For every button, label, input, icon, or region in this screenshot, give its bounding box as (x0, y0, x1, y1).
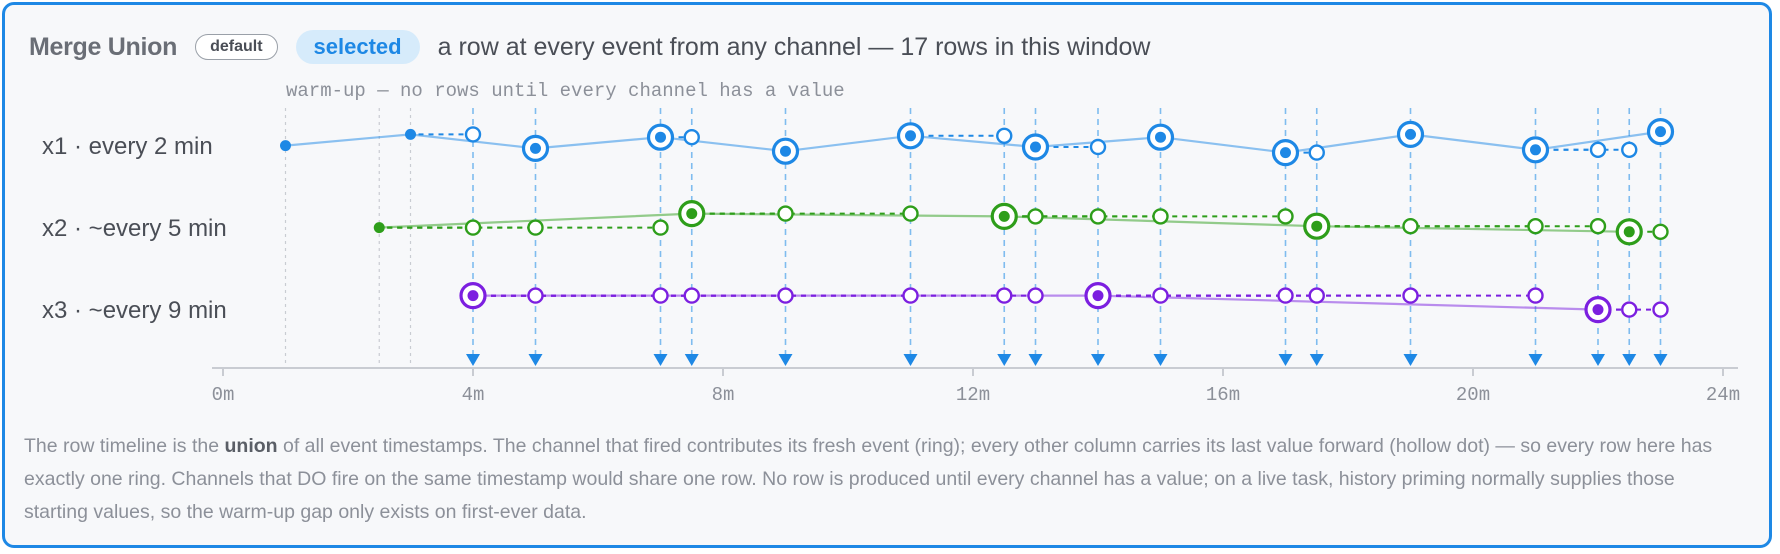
row-marker-4[interactable] (778, 354, 793, 366)
fresh-dot-x3-2 (1592, 304, 1604, 316)
label-layer: warm-up — no rows until every channel ha… (42, 80, 1740, 406)
fresh-dot-x3-1 (1092, 290, 1104, 302)
carried-dot-x1-8[interactable] (1089, 138, 1107, 156)
row-marker-10[interactable] (1278, 354, 1293, 366)
fresh-dot-x1-7 (1155, 131, 1166, 143)
carried-dot-x3-15[interactable] (1621, 301, 1638, 318)
carried-dot-x2-0[interactable] (464, 219, 482, 236)
carried-dot-x1-3[interactable] (683, 128, 700, 146)
row-marker-7[interactable] (1028, 354, 1043, 366)
carried-dot-x2-16[interactable] (1652, 223, 1669, 241)
fresh-dot-x2-3 (1311, 220, 1323, 232)
row-marker-3[interactable] (684, 354, 699, 366)
x-tick-label-1: 4m (462, 384, 485, 406)
line-layer (285, 130, 1661, 311)
fresh-dot-x1-9 (1405, 128, 1416, 140)
card-subtitle: a row at every event from any channel — … (437, 32, 1151, 61)
carried-dot-x1-6[interactable] (996, 127, 1013, 145)
carried-dot-x3-1[interactable] (527, 287, 544, 304)
carried-dot-x2-4[interactable] (777, 205, 794, 222)
fresh-dot-x1-8 (1280, 147, 1291, 159)
merge-timeline-diagram: warm-up — no rows until every channel ha… (42, 80, 1740, 406)
row-marker-14[interactable] (1591, 354, 1605, 366)
x-tick-label-3: 12m (956, 384, 990, 406)
warmup-event-x2-0[interactable] (373, 222, 385, 234)
carried-dot-x3-3[interactable] (683, 287, 700, 304)
carried-dot-x3-6[interactable] (996, 287, 1013, 304)
x-tick-label-6: 24m (1706, 384, 1740, 406)
carried-dot-x3-4[interactable] (777, 287, 794, 304)
carried-dot-x3-5[interactable] (902, 287, 919, 304)
x-tick-label-2: 8m (712, 384, 735, 406)
caption-text-2: of all event timestamps. The channel tha… (24, 435, 1713, 523)
fresh-dot-x1-3 (655, 131, 666, 143)
lane-label-x1: x1 · every 2 min (42, 133, 213, 160)
x-tick-label-4: 16m (1206, 384, 1240, 406)
fresh-dot-x1-4 (780, 145, 791, 157)
default-badge[interactable]: default (195, 34, 278, 60)
carried-dot-x3-11[interactable] (1308, 287, 1325, 304)
x-tick-label-0: 0m (212, 384, 235, 406)
lane-label-x2: x2 · ~every 5 min (42, 215, 227, 242)
row-marker-12[interactable] (1403, 354, 1418, 366)
carried-dot-x2-2[interactable] (652, 219, 669, 236)
fresh-dot-x2-2 (998, 210, 1010, 222)
value-line-x1 (285, 130, 1661, 154)
fresh-dot-x1-10 (1530, 144, 1541, 156)
row-marker-2[interactable] (653, 354, 668, 366)
caption-text-1: The row timeline is the (24, 435, 225, 457)
carried-dot-x1-11[interactable] (1308, 144, 1325, 161)
carried-dot-x3-9[interactable] (1152, 287, 1169, 304)
carried-dot-x1-15[interactable] (1621, 141, 1638, 159)
carried-dot-x1-0[interactable] (464, 126, 482, 143)
grid-layer (212, 108, 1738, 376)
carried-dot-x2-13[interactable] (1527, 217, 1544, 235)
carried-dot-x2-12[interactable] (1402, 217, 1419, 235)
selected-badge[interactable]: selected (295, 30, 420, 64)
row-marker-16[interactable] (1653, 354, 1668, 366)
fresh-dot-x1-11 (1655, 126, 1666, 138)
row-marker-1[interactable] (528, 354, 543, 366)
row-marker-9[interactable] (1153, 354, 1168, 366)
fresh-dot-x1-6 (1030, 141, 1041, 153)
warmup-event-x1-1[interactable] (405, 128, 416, 140)
warmup-label: warm-up — no rows until every channel ha… (286, 80, 845, 102)
row-marker-6[interactable] (997, 354, 1012, 366)
carried-dot-x1-14[interactable] (1589, 141, 1607, 159)
warmup-event-x1-0[interactable] (280, 140, 291, 152)
carried-dot-x2-7[interactable] (1027, 208, 1044, 225)
carried-dot-x3-16[interactable] (1652, 301, 1669, 318)
carried-dot-x2-10[interactable] (1277, 208, 1294, 225)
carried-dot-x2-8[interactable] (1089, 208, 1107, 225)
row-marker-0[interactable] (466, 354, 480, 366)
explanation-caption: The row timeline is the union of all eve… (24, 430, 1744, 529)
carried-dot-x3-13[interactable] (1527, 287, 1544, 304)
fresh-dot-x1-2 (530, 142, 541, 154)
carried-dot-x3-7[interactable] (1027, 287, 1044, 304)
row-marker-11[interactable] (1309, 354, 1324, 366)
fresh-dot-x3-0 (467, 290, 479, 302)
carried-dot-x2-9[interactable] (1152, 208, 1169, 225)
row-marker-15[interactable] (1622, 354, 1637, 366)
x-tick-label-5: 20m (1456, 384, 1490, 406)
carried-dot-x2-5[interactable] (902, 205, 919, 222)
row-marker-13[interactable] (1528, 354, 1543, 366)
card-title: Merge Union (29, 32, 178, 61)
carried-dot-x2-14[interactable] (1589, 217, 1607, 235)
fresh-dot-x2-4 (1623, 226, 1635, 238)
carried-dot-x3-10[interactable] (1277, 287, 1294, 304)
lane-label-x3: x3 · ~every 9 min (42, 297, 227, 324)
dot-layer (280, 118, 1675, 324)
carried-dot-x3-12[interactable] (1402, 287, 1419, 304)
row-marker-5[interactable] (903, 354, 918, 366)
card-header: Merge Union default selected a row at ev… (29, 29, 1150, 65)
caption-bold-union: union (224, 435, 278, 457)
carried-dot-x2-1[interactable] (527, 219, 544, 236)
fresh-dot-x2-1 (686, 208, 698, 220)
carried-dot-x3-2[interactable] (652, 287, 669, 304)
fresh-dot-x1-5 (905, 130, 916, 142)
row-marker-8[interactable] (1091, 354, 1105, 366)
